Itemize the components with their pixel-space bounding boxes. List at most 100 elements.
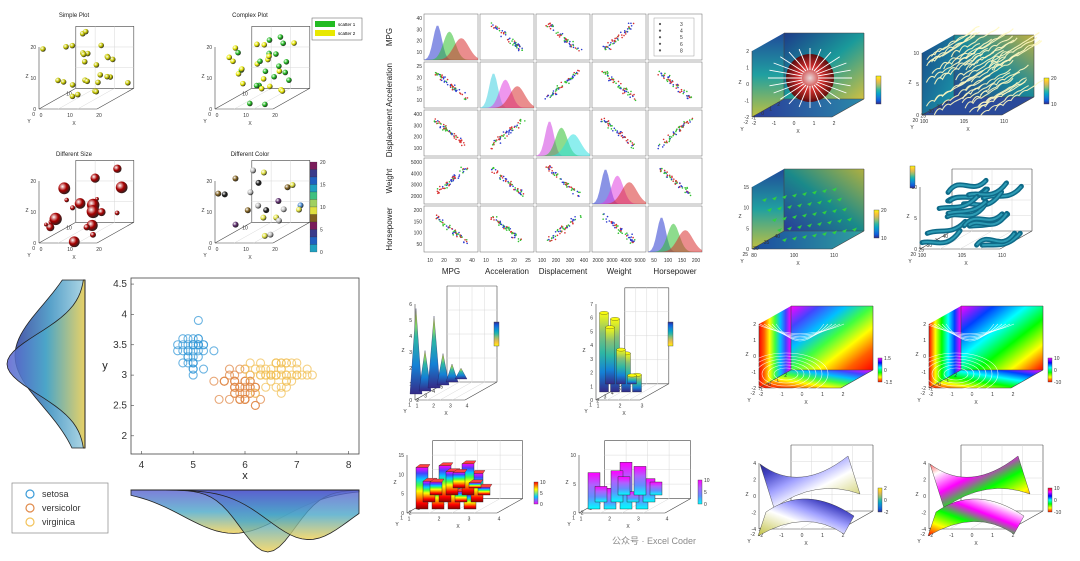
data-point xyxy=(683,89,686,92)
y-tick-label: 35 xyxy=(764,240,770,246)
data-point xyxy=(509,127,511,129)
column-tick-label: 5000 xyxy=(634,258,645,264)
y-tick-label: 3 xyxy=(121,370,127,381)
data-point xyxy=(550,239,553,242)
colorbar xyxy=(493,321,500,347)
data-point xyxy=(677,86,679,89)
z-axis-label: Z xyxy=(25,208,28,214)
data-point xyxy=(508,133,510,135)
x-axis-label: X xyxy=(248,121,252,127)
data-point xyxy=(606,73,609,75)
data-point xyxy=(627,91,630,94)
y-tick-label: 2 xyxy=(596,398,599,404)
grid-line xyxy=(439,381,473,401)
y-axis-label: Y xyxy=(917,398,921,404)
x-tick-label: 2 xyxy=(833,121,836,127)
data-point xyxy=(452,85,455,88)
x-axis-label: X xyxy=(248,255,252,261)
data-point xyxy=(626,28,629,30)
spike-bar xyxy=(445,363,459,383)
row-tick-label: 400 xyxy=(414,112,423,118)
data-point xyxy=(452,175,455,178)
data-point xyxy=(624,33,627,35)
data-point xyxy=(235,364,245,374)
x-axis-label: X xyxy=(974,400,978,406)
streamtube-highlight xyxy=(968,212,1008,227)
y-tick-label: 0 xyxy=(32,246,35,252)
column-tick-label: 20 xyxy=(511,258,517,264)
y-tick-label: 10 xyxy=(242,225,248,231)
y-tick-label: 1 xyxy=(769,107,772,113)
axes-box xyxy=(595,287,670,401)
z-tick-label: 0 xyxy=(753,354,756,360)
grid-line xyxy=(452,381,485,401)
data-point xyxy=(668,140,671,143)
colorbar xyxy=(877,487,883,513)
data-point xyxy=(551,25,554,28)
data-point xyxy=(679,130,682,132)
y-tick-label: 0 xyxy=(208,246,211,252)
data-point xyxy=(617,232,620,234)
chart-title: Simple Plot xyxy=(59,13,90,19)
streamline xyxy=(957,33,1007,64)
data-point xyxy=(437,216,439,219)
x-axis-label: X xyxy=(974,541,978,547)
y-tick-label: -2 xyxy=(751,532,756,538)
data-point xyxy=(560,225,563,228)
data-point xyxy=(271,370,281,380)
vector-arrow xyxy=(780,56,805,73)
streamline xyxy=(980,64,1029,96)
data-point xyxy=(602,71,605,74)
z-tick-label: 3 xyxy=(409,350,412,356)
colorbar-tick-label: 20 xyxy=(881,208,887,214)
data-point xyxy=(558,34,560,36)
data-point xyxy=(235,70,242,77)
data-point xyxy=(459,234,461,236)
cone-glyph xyxy=(807,202,812,206)
cylinder-cap xyxy=(616,347,626,352)
floor-plane xyxy=(759,370,873,388)
x-tick-label: -1 xyxy=(772,121,777,127)
contour-line xyxy=(943,367,969,381)
z-tick-label: 5 xyxy=(409,318,412,324)
z-tick-label: 1 xyxy=(590,384,593,390)
chart-title: Complex Plot xyxy=(232,13,268,19)
data-point xyxy=(458,139,460,141)
data-point xyxy=(232,175,239,182)
data-point xyxy=(604,71,606,73)
data-point xyxy=(281,370,292,380)
data-point xyxy=(193,346,203,356)
scatter-matrix-panel: 3 4 5 6 8 MPG MPG 10 10 20 20 30 30 40 40 Acceleration A… xyxy=(380,8,720,290)
data-point xyxy=(501,134,503,137)
data-point xyxy=(441,74,443,76)
data-point xyxy=(618,87,621,89)
row-tick-label: 200 xyxy=(414,208,423,214)
data-point xyxy=(548,168,550,170)
saddle-surface xyxy=(759,455,861,509)
data-point xyxy=(627,22,630,25)
data-point xyxy=(266,53,272,60)
data-point xyxy=(439,75,442,78)
y-tick-label: 25 xyxy=(742,252,748,258)
data-point xyxy=(490,22,493,24)
data-point xyxy=(515,234,517,236)
z-tick-label: 5 xyxy=(401,492,404,498)
streamline xyxy=(990,32,1040,63)
colorbar-tick-label: 0 xyxy=(704,502,707,508)
column-tick-label: 30 xyxy=(455,258,461,264)
data-point xyxy=(563,36,566,39)
streamtube-highlight xyxy=(926,220,966,235)
colorbar-tick-label: 20 xyxy=(320,160,326,166)
data-point xyxy=(629,140,632,143)
data-point xyxy=(209,376,219,386)
data-point xyxy=(507,180,509,183)
density-curve xyxy=(480,73,534,108)
grid-line xyxy=(234,222,272,244)
data-point xyxy=(690,96,692,99)
data-point xyxy=(546,25,549,28)
data-point xyxy=(517,238,520,240)
vector-arrow xyxy=(815,56,840,73)
cone-glyph xyxy=(832,187,837,192)
streamline xyxy=(934,53,983,85)
